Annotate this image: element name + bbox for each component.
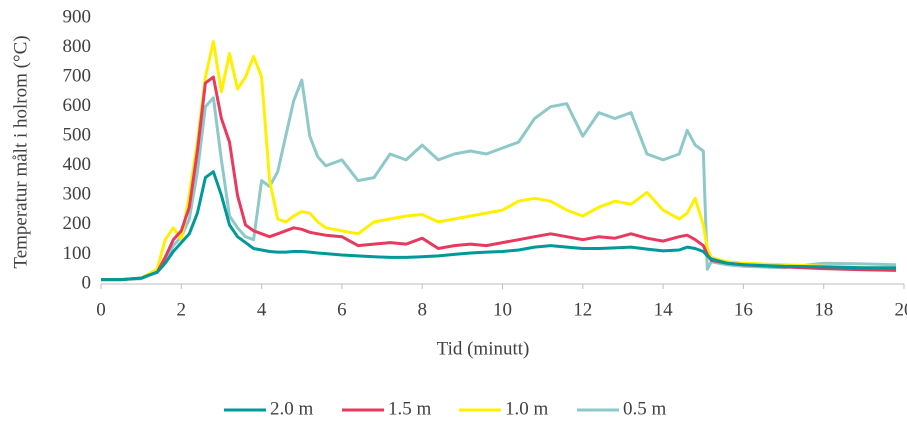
y-tick-label: 200	[63, 213, 92, 234]
series-line	[101, 78, 897, 282]
x-tick-label: 0	[96, 299, 106, 320]
y-tick-label: 700	[63, 65, 92, 86]
y-tick-label: 900	[63, 6, 92, 27]
y-tick-label: 100	[63, 243, 92, 264]
x-tick-label: 20	[895, 299, 907, 320]
x-tick-label: 12	[573, 299, 592, 320]
y-tick-label: 500	[63, 125, 92, 146]
x-tick-label: 14	[654, 299, 674, 320]
series-line	[101, 170, 896, 282]
x-tick-label: 10	[493, 299, 512, 320]
y-tick-label: 0	[82, 272, 92, 293]
y-axis-label: Temperatur målt i holrom (°C)	[10, 35, 31, 268]
y-tick-label: 600	[63, 95, 92, 116]
x-tick-label: 2	[177, 299, 187, 320]
legend-label: 2.0 m	[270, 398, 314, 419]
x-tick-label: 4	[257, 299, 267, 320]
x-tick-label: 6	[337, 299, 347, 320]
y-tick-label: 800	[63, 36, 92, 57]
legend-label: 1.0 m	[505, 398, 549, 419]
series-line	[101, 75, 897, 282]
y-tick-label: 400	[63, 154, 92, 175]
legend-label: 1.5 m	[388, 398, 432, 419]
x-tick-label: 18	[814, 299, 833, 320]
legend-label: 0.5 m	[623, 398, 667, 419]
x-axis-label: Tid (minutt)	[437, 338, 530, 359]
y-tick-label: 300	[63, 184, 92, 205]
x-tick-label: 16	[734, 299, 753, 320]
x-tick-label: 8	[417, 299, 427, 320]
